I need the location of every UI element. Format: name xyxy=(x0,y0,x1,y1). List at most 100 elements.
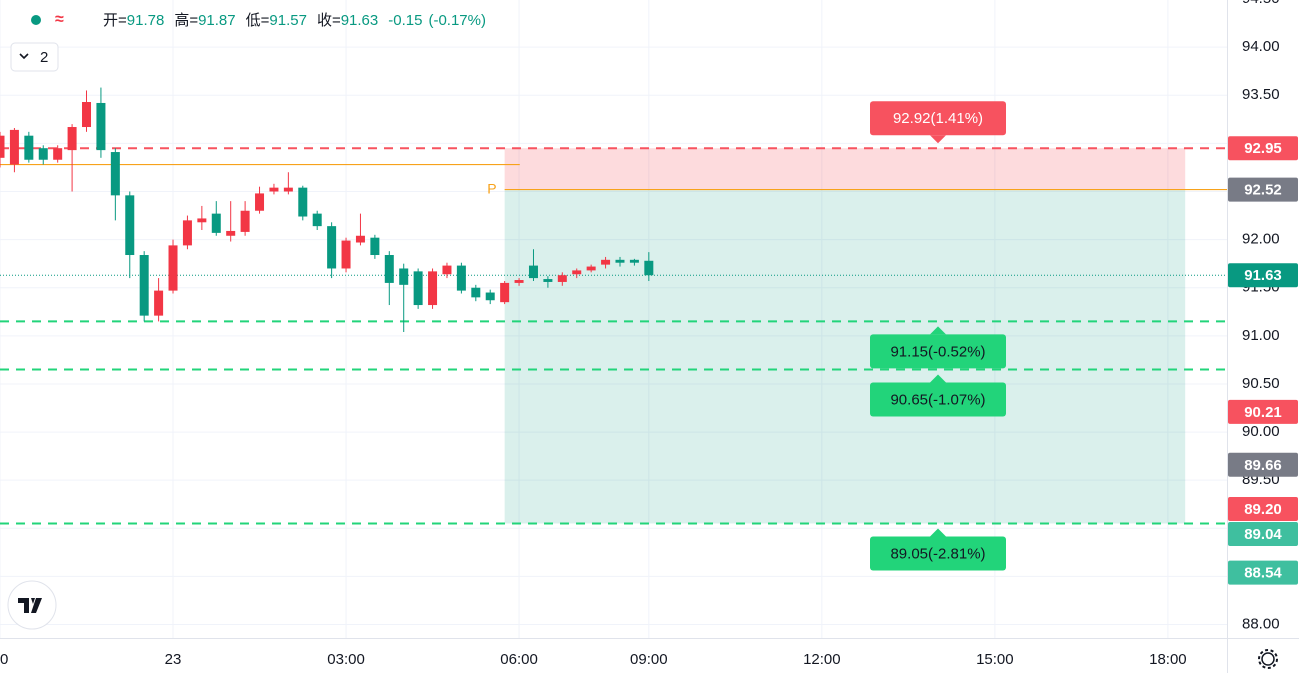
price-badge xyxy=(1228,399,1298,424)
x-tick-label: 03:00 xyxy=(327,651,365,668)
settings-button[interactable] xyxy=(1258,649,1278,669)
candle-body xyxy=(615,259,625,263)
candle-body xyxy=(125,195,135,256)
candle-body xyxy=(327,226,337,269)
level-label: 91.15(-0.52%) xyxy=(890,343,985,360)
plot xyxy=(0,87,1227,525)
candle-body xyxy=(355,235,365,243)
status-dot xyxy=(31,15,41,25)
candle-body xyxy=(399,268,409,285)
candle-body xyxy=(9,129,19,165)
legend-label: 高= xyxy=(174,12,198,29)
level-label-arrow xyxy=(930,528,946,537)
logo-circle xyxy=(7,580,57,630)
candle-body xyxy=(644,260,654,276)
level-label-box xyxy=(870,536,1006,571)
price-badge-label: 90.21 xyxy=(1244,404,1282,421)
candle-body xyxy=(110,152,120,196)
x-tick-label: 15:00 xyxy=(976,651,1014,668)
level-label: 92.92(1.41%) xyxy=(893,110,983,127)
x-tick-label: 09:00 xyxy=(630,651,668,668)
logo[interactable] xyxy=(7,580,57,630)
candle-body xyxy=(514,280,524,283)
status-pill[interactable] xyxy=(14,6,82,34)
y-tick-label: 91.00 xyxy=(1242,327,1280,344)
candle-body xyxy=(629,259,639,263)
change-percent: (-0.17%) xyxy=(428,12,486,29)
legend-label: 开= xyxy=(103,12,127,29)
candle-body xyxy=(528,265,538,279)
y-tick-label: 94.50 xyxy=(1242,0,1280,7)
legend-value: 91.87 xyxy=(198,12,236,29)
price-badge xyxy=(1228,560,1298,585)
status-icon: ≈ xyxy=(55,11,64,28)
candle-body xyxy=(96,102,106,151)
legend-value: 91.57 xyxy=(269,12,307,29)
candle-body xyxy=(182,220,192,246)
candle-body xyxy=(0,135,5,158)
collapse-button[interactable] xyxy=(10,42,59,72)
candle-body xyxy=(38,148,48,160)
candle-body xyxy=(485,292,495,301)
price-badge xyxy=(1228,497,1298,522)
price-badge-label: 92.95 xyxy=(1244,140,1282,157)
candle-body xyxy=(298,187,308,217)
price-badge xyxy=(1228,177,1298,202)
candle-body xyxy=(456,265,466,291)
collapse-count: 2 xyxy=(40,49,48,66)
level-label: 90.65(-1.07%) xyxy=(890,391,985,408)
price-badge xyxy=(1228,522,1298,547)
candle-body xyxy=(586,266,596,271)
candle-body xyxy=(154,290,164,316)
candle-body xyxy=(269,187,279,192)
price-badge-label: 91.63 xyxy=(1244,267,1282,284)
level-label: 89.05(-2.81%) xyxy=(890,545,985,562)
overlay: 92.92(1.41%) 91.15(-0.52%) 90.65(-1.07%) 89… xyxy=(870,101,1006,571)
legend-label: 低= xyxy=(246,12,270,29)
candle-body xyxy=(53,148,63,160)
price-badge xyxy=(1228,452,1298,477)
candle-body xyxy=(240,210,250,232)
gear-teeth xyxy=(1258,649,1278,669)
price-badge-label: 89.66 xyxy=(1244,457,1282,474)
candle-body xyxy=(442,265,452,275)
entry-marker: P xyxy=(487,180,496,196)
stop-zone xyxy=(504,148,1186,190)
grid xyxy=(0,0,1227,638)
position-box: P xyxy=(487,148,1227,524)
candle-body xyxy=(255,193,265,211)
x-tick-label: 18:00 xyxy=(1149,651,1187,668)
candle-body xyxy=(312,213,322,227)
y-tick-label: 93.50 xyxy=(1242,86,1280,103)
candle-body xyxy=(82,102,92,128)
candle-body xyxy=(471,287,481,298)
candle-body xyxy=(557,275,567,282)
chevron-icon xyxy=(19,53,29,60)
y-tick-label: 92.00 xyxy=(1242,231,1280,248)
legend-value: 91.63 xyxy=(341,12,379,29)
price-badge-label: 92.52 xyxy=(1244,182,1282,199)
price-badge-label: 89.20 xyxy=(1244,501,1282,518)
level-label-arrow xyxy=(930,135,946,144)
candle-body xyxy=(601,259,611,265)
level-label-arrow xyxy=(930,326,946,335)
x-tick-label: 06:00 xyxy=(500,651,538,668)
gear-icon xyxy=(1261,652,1275,666)
candle-body xyxy=(500,282,510,303)
level-label-arrow xyxy=(930,374,946,383)
target-zone xyxy=(504,189,1186,524)
candle-body xyxy=(428,271,438,306)
y-tick-label: 94.00 xyxy=(1242,38,1280,55)
x-tick-label: 00 xyxy=(0,651,8,668)
candle-body xyxy=(572,270,582,275)
candle-body xyxy=(24,135,34,160)
candle-body xyxy=(226,230,236,236)
level-label-box xyxy=(870,382,1006,417)
price-badge-label: 88.54 xyxy=(1244,565,1282,582)
candle-body xyxy=(384,255,394,283)
candle-body xyxy=(139,255,149,316)
